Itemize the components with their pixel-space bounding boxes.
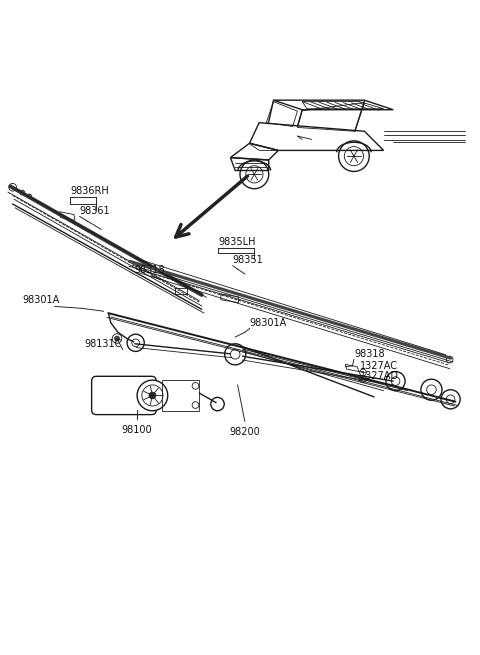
Text: 98301A: 98301A (22, 295, 60, 305)
Circle shape (127, 334, 144, 352)
Circle shape (20, 190, 24, 195)
Circle shape (360, 376, 366, 383)
Circle shape (137, 380, 168, 411)
Circle shape (192, 402, 199, 408)
Text: 9835LH: 9835LH (218, 237, 256, 247)
FancyBboxPatch shape (92, 377, 156, 415)
Circle shape (421, 379, 442, 400)
Circle shape (149, 392, 156, 399)
Circle shape (27, 194, 31, 198)
Circle shape (112, 333, 122, 343)
Circle shape (192, 383, 199, 389)
Polygon shape (221, 294, 239, 303)
Text: 98361: 98361 (80, 206, 110, 216)
FancyBboxPatch shape (175, 288, 187, 293)
Circle shape (211, 398, 224, 411)
Circle shape (9, 183, 16, 191)
Text: 1327AD: 1327AD (360, 371, 399, 381)
Text: 98318: 98318 (355, 349, 385, 359)
Polygon shape (60, 212, 75, 220)
Text: 98200: 98200 (229, 426, 260, 437)
Circle shape (360, 369, 366, 376)
Circle shape (386, 371, 405, 390)
Circle shape (446, 356, 453, 363)
Text: 1327AC: 1327AC (360, 360, 397, 371)
Circle shape (225, 344, 246, 365)
Polygon shape (345, 364, 359, 371)
Text: 98301A: 98301A (250, 318, 287, 328)
Text: 98318: 98318 (135, 265, 165, 275)
Text: 98131C: 98131C (84, 339, 122, 349)
Text: 9836RH: 9836RH (70, 187, 109, 196)
Circle shape (115, 336, 120, 341)
Text: 98351: 98351 (233, 255, 264, 265)
Circle shape (441, 390, 460, 409)
Text: 98100: 98100 (122, 424, 153, 435)
